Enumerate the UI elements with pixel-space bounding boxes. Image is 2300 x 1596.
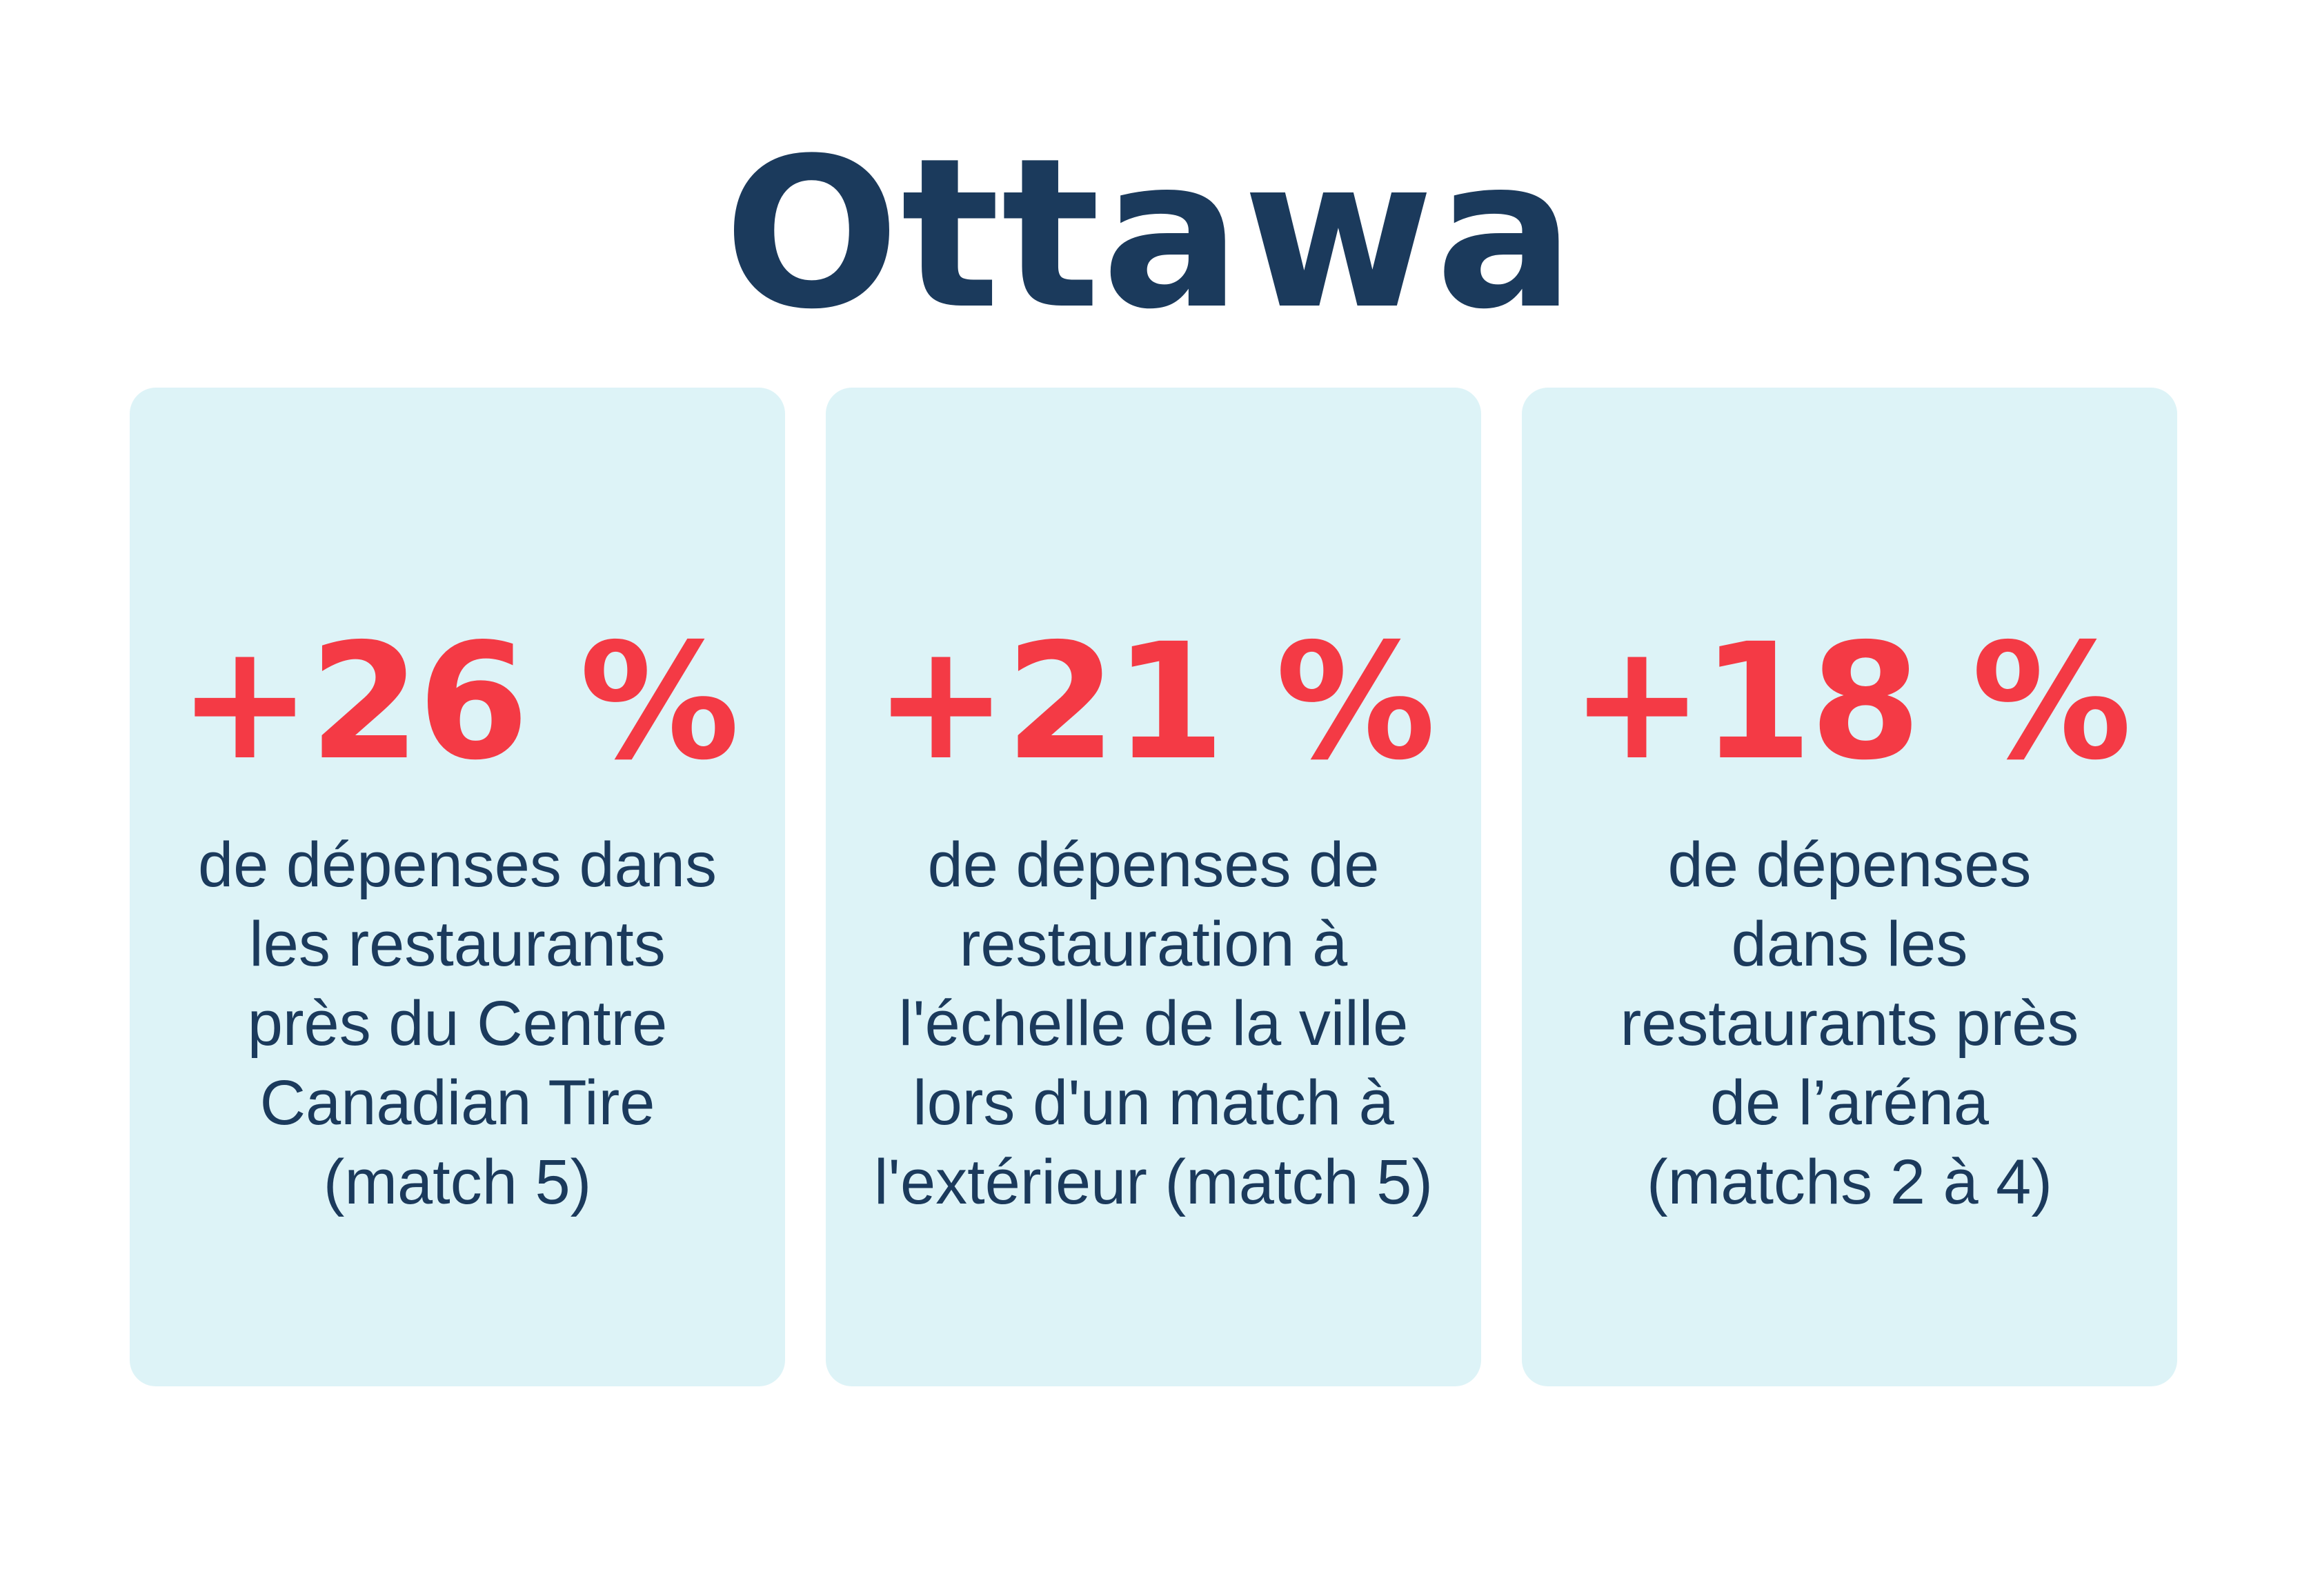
stat-description-line: restaurants près bbox=[1620, 988, 2079, 1059]
stat-description-line: l'extérieur (match 5) bbox=[873, 1147, 1434, 1217]
stat-value: +21 % bbox=[873, 609, 1436, 795]
stat-description: de dépenses de restauration à l'échelle … bbox=[826, 826, 1481, 1222]
stat-card-restaurants-near-centre: +26 % de dépenses dans les restaurants p… bbox=[130, 388, 785, 1386]
stat-description-line: près du Centre bbox=[247, 988, 668, 1059]
stat-description: de dépenses dans les restaurants près du… bbox=[130, 826, 785, 1222]
stat-value: +26 % bbox=[177, 609, 740, 795]
stat-description-line: (match 5) bbox=[323, 1147, 592, 1217]
stat-description-line: (matchs 2 à 4) bbox=[1647, 1147, 2052, 1217]
stat-description-line: de dépenses bbox=[1667, 830, 2032, 900]
stat-description: de dépenses dans les restaurants près de… bbox=[1522, 826, 2177, 1222]
stat-description-line: lors d'un match à bbox=[913, 1068, 1394, 1138]
stat-description-line: de dépenses de bbox=[927, 830, 1380, 900]
stat-card-citywide-restaurants: +21 % de dépenses de restauration à l'éc… bbox=[826, 388, 1481, 1386]
stat-description-line: de dépenses dans bbox=[198, 830, 717, 900]
stat-description-line: restauration à bbox=[959, 909, 1348, 979]
stat-description-line: les restaurants bbox=[249, 909, 666, 979]
stat-description-line: dans les bbox=[1731, 909, 1968, 979]
stat-value: +18 % bbox=[1569, 609, 2132, 795]
stat-description-line: Canadian Tire bbox=[259, 1068, 655, 1138]
stat-card-restaurants-near-arena: +18 % de dépenses dans les restaurants p… bbox=[1522, 388, 2177, 1386]
stat-description-line: l'échelle de la ville bbox=[898, 988, 1409, 1059]
stat-description-line: de l’aréna bbox=[1709, 1068, 1990, 1138]
page-title: Ottawa bbox=[724, 114, 1576, 355]
